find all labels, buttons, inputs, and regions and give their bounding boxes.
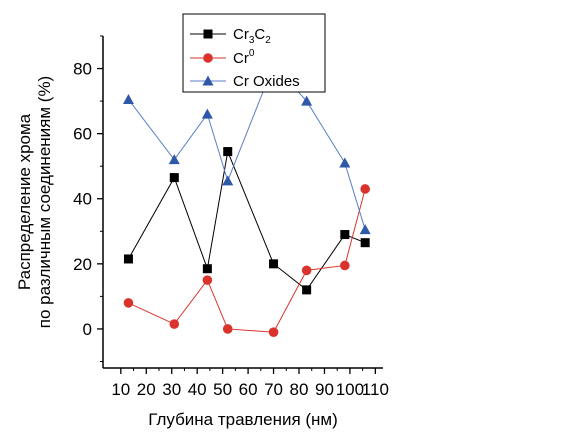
data-point-cr-oxides bbox=[201, 108, 213, 119]
x-tick-label: 60 bbox=[239, 380, 258, 399]
legend-marker-cr-oxides bbox=[202, 75, 214, 86]
series-line-cr3c2 bbox=[128, 149, 366, 291]
legend-label-cr3c2-mid: C bbox=[254, 26, 265, 43]
legend-entry-cr0: Cr0 bbox=[190, 48, 255, 67]
y-axis-label: Распределение хрома по различным соедине… bbox=[15, 76, 54, 328]
y-ticks: 0 20 40 60 80 bbox=[73, 35, 103, 362]
data-point-cr3c2 bbox=[269, 259, 279, 269]
data-point-cr3c2 bbox=[302, 285, 312, 295]
data-point-cr-oxides bbox=[122, 93, 134, 104]
data-point-cr3c2 bbox=[223, 147, 233, 157]
series-cr3c2 bbox=[123, 147, 370, 295]
series-line-cr-oxides bbox=[128, 64, 366, 230]
data-point-cr3c2 bbox=[340, 230, 350, 240]
data-point-cr0 bbox=[340, 260, 350, 271]
legend-label-cr3c2-base: Cr bbox=[233, 26, 249, 43]
data-point-cr-oxides bbox=[222, 175, 234, 186]
data-point-cr3c2 bbox=[360, 238, 370, 248]
legend-marker-cr3c2 bbox=[203, 29, 213, 39]
data-point-cr-oxides bbox=[168, 154, 180, 165]
legend-label-cr0: Cr0 bbox=[233, 48, 255, 67]
y-tick-label: 0 bbox=[83, 320, 92, 339]
data-point-cr0 bbox=[301, 265, 312, 276]
y-tick-label: 40 bbox=[73, 190, 92, 209]
data-point-cr-oxides bbox=[301, 95, 313, 106]
x-tick-label: 30 bbox=[162, 380, 181, 399]
series-line-cr0 bbox=[128, 188, 366, 333]
data-point-cr0 bbox=[222, 324, 233, 334]
x-tick-label: 70 bbox=[264, 380, 283, 399]
y-tick-label: 60 bbox=[73, 125, 92, 144]
legend-label-cr3c2: Cr3C2 bbox=[233, 26, 271, 46]
legend-label-cr3c2-sub2: 2 bbox=[265, 35, 271, 46]
x-tick-label: 10 bbox=[111, 380, 130, 399]
legend-marker-cr0 bbox=[203, 53, 213, 63]
data-point-cr-oxides bbox=[339, 157, 351, 168]
data-point-cr0 bbox=[268, 327, 279, 337]
legend: Cr3C2 Cr0 Cr Oxides bbox=[182, 13, 326, 93]
legend-entry-cr3c2: Cr3C2 bbox=[190, 26, 271, 46]
data-point-cr0 bbox=[123, 298, 134, 308]
x-tick-label: 110 bbox=[362, 380, 389, 399]
data-point-cr-oxides bbox=[359, 224, 371, 235]
series-cr0 bbox=[123, 184, 370, 337]
x-tick-label: 80 bbox=[290, 380, 309, 399]
legend-label-cr0-sup: 0 bbox=[249, 48, 255, 59]
x-tick-label: 20 bbox=[137, 380, 156, 399]
data-point-cr0 bbox=[360, 184, 370, 194]
data-point-cr3c2 bbox=[123, 254, 133, 264]
y-axis-label-line2: по различным соединениям (%) bbox=[35, 76, 54, 328]
legend-label-cr-oxides: Cr Oxides bbox=[233, 73, 300, 90]
y-tick-label: 80 bbox=[73, 60, 92, 79]
y-tick-label: 20 bbox=[73, 255, 92, 274]
legend-label-cr3c2-sub1: 3 bbox=[249, 35, 255, 46]
x-tick-label: 40 bbox=[188, 380, 207, 399]
series-layer bbox=[122, 59, 371, 337]
x-axis-label: Глубина травления (нм) bbox=[148, 410, 338, 429]
legend-entry-cr-oxides: Cr Oxides bbox=[190, 73, 300, 90]
x-tick-label: 90 bbox=[315, 380, 334, 399]
x-tick-label: 50 bbox=[213, 380, 232, 399]
data-point-cr3c2 bbox=[169, 173, 179, 183]
data-point-cr0 bbox=[202, 275, 213, 285]
legend-label-cr0-base: Cr bbox=[233, 50, 249, 67]
x-tick-label: 100 bbox=[336, 380, 364, 399]
data-point-cr0 bbox=[169, 319, 180, 329]
y-axis-label-line1: Распределение хрома bbox=[15, 113, 34, 290]
data-point-cr3c2 bbox=[202, 264, 212, 274]
